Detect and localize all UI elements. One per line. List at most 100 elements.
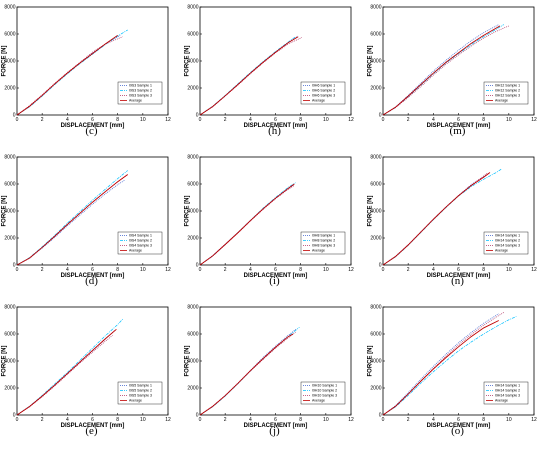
y-tick-label-m-0: 0 (379, 113, 382, 119)
x-tick-label-e-6: 12 (165, 417, 171, 423)
legend-box-o (483, 381, 529, 405)
y-tick-label-i-2: 4000 (187, 209, 198, 215)
x-tick-label-c-2: 4 (66, 117, 69, 123)
x-tick-label-h-6: 12 (348, 117, 354, 123)
series-line-d-1 (16, 170, 128, 266)
legend-entry-o-3: Average (495, 399, 508, 403)
legend-entry-j-2: I9H10 Sample 3 (312, 394, 337, 398)
y-tick-label-d-2: 4000 (4, 209, 15, 215)
x-tick-label-m-2: 4 (432, 117, 435, 123)
series-line-o-3 (382, 320, 499, 416)
x-tick-label-d-3: 6 (91, 267, 94, 273)
chart-c-plot: 0 2 4 6 8 10 12 0 2000 4000 6000 8000 DISPLACEMENT [… (2, 5, 171, 129)
legend-box-h (300, 81, 346, 105)
y-tick-label-e-2: 4000 (4, 359, 15, 365)
legend-entry-o-2: I9H14 Sample 3 (495, 394, 520, 398)
y-tick-label-j-0: 0 (196, 413, 199, 419)
y-tick-label-e-0: 0 (13, 413, 16, 419)
x-tick-label-h-4: 8 (299, 117, 302, 123)
y-tick-label-j-3: 6000 (187, 332, 198, 338)
x-tick-label-i-3: 6 (274, 267, 277, 273)
x-tick-label-d-6: 12 (165, 267, 171, 273)
y-axis-title-h: FORCE [N] (185, 46, 191, 77)
x-tick-label-n-3: 6 (457, 267, 460, 273)
y-tick-label-j-1: 2000 (187, 386, 198, 392)
y-tick-label-j-2: 4000 (187, 359, 198, 365)
panel-label-j: (j) (269, 425, 280, 437)
legend-box-m (483, 81, 529, 105)
x-tick-label-i-6: 12 (348, 267, 354, 273)
series-line-n-0 (382, 172, 491, 266)
x-tick-label-n-0: 0 (382, 267, 385, 273)
legend-entry-o-1: I9H14 Sample 2 (495, 389, 520, 393)
y-tick-label-i-1: 2000 (187, 236, 198, 242)
y-tick-label-n-3: 6000 (370, 182, 381, 188)
y-axis-title-d: FORCE [N] (2, 196, 8, 227)
x-tick-label-h-3: 6 (274, 117, 277, 123)
y-tick-label-o-2: 4000 (370, 359, 381, 365)
x-tick-label-n-4: 8 (482, 267, 485, 273)
x-tick-label-d-0: 0 (16, 267, 19, 273)
x-tick-label-j-5: 10 (323, 417, 329, 423)
y-tick-label-o-1: 2000 (370, 386, 381, 392)
x-tick-label-m-4: 8 (482, 117, 485, 123)
legend-entry-o-0: I9H14 Sample 1 (495, 384, 520, 388)
chart-o-plot: 0 2 4 6 8 10 12 0 2000 4000 6000 8000 DISPLACEMENT [… (368, 305, 537, 429)
x-tick-label-o-4: 8 (482, 417, 485, 423)
y-tick-label-h-4: 8000 (187, 5, 198, 11)
x-tick-label-o-1: 2 (407, 417, 410, 423)
series-line-h-3 (199, 36, 299, 116)
y-tick-label-c-3: 6000 (4, 32, 15, 38)
chart-e-plot: 0 2 4 6 8 10 12 0 2000 4000 6000 8000 DISPLACEMENT [… (2, 305, 171, 429)
series-line-o-1 (382, 316, 517, 416)
x-tick-label-h-5: 10 (323, 117, 329, 123)
x-tick-label-j-0: 0 (199, 417, 202, 423)
legend-entry-h-2: I9H6 Sample 3 (312, 94, 335, 98)
y-tick-label-o-0: 0 (379, 413, 382, 419)
legend-entry-j-0: I9H10 Sample 1 (312, 384, 337, 388)
y-tick-label-e-3: 6000 (4, 332, 15, 338)
y-tick-label-i-0: 0 (196, 263, 199, 269)
legend-entry-j-1: I9H10 Sample 2 (312, 389, 337, 393)
series-line-n-1 (382, 168, 502, 266)
y-tick-label-e-1: 2000 (4, 386, 15, 392)
series-line-m-3 (382, 25, 501, 116)
y-tick-label-i-3: 6000 (187, 182, 198, 188)
chart-panel-n: 0 2 4 6 8 10 12 0 2000 4000 6000 8000 DISPLACEMENT [… (366, 150, 549, 300)
x-tick-label-m-0: 0 (382, 117, 385, 123)
series-line-h-0 (199, 35, 299, 116)
y-tick-label-d-3: 6000 (4, 182, 15, 188)
legend-entry-i-3: Average (312, 249, 325, 253)
y-tick-label-c-4: 8000 (4, 5, 15, 11)
legend-entry-h-3: Average (312, 99, 325, 103)
legend-entry-c-1: I9S3 Sample 2 (129, 89, 152, 93)
legend-entry-i-2: I9H8 Sample 3 (312, 244, 335, 248)
x-tick-label-o-5: 10 (506, 417, 512, 423)
y-axis-title-i: FORCE [N] (185, 196, 191, 227)
x-tick-label-j-3: 6 (274, 417, 277, 423)
panel-label-n: (n) (451, 275, 464, 287)
series-line-d-0 (16, 179, 126, 266)
y-tick-label-e-4: 8000 (4, 305, 15, 311)
legend-entry-d-2: I9S4 Sample 3 (129, 244, 152, 248)
y-axis-title-n: FORCE [N] (368, 196, 374, 227)
x-tick-label-c-6: 12 (165, 117, 171, 123)
x-tick-label-o-0: 0 (382, 417, 385, 423)
x-axis-title-e: DISPLACEMENT [mm] (61, 423, 125, 429)
x-axis-title-o: DISPLACEMENT [mm] (427, 423, 491, 429)
x-tick-label-c-3: 6 (91, 117, 94, 123)
legend-box-d (117, 231, 163, 255)
x-axis-title-h: DISPLACEMENT [mm] (244, 123, 308, 129)
x-tick-label-i-2: 4 (249, 267, 252, 273)
legend-entry-e-3: Average (129, 399, 142, 403)
y-tick-label-h-1: 2000 (187, 86, 198, 92)
y-tick-label-h-0: 0 (196, 113, 199, 119)
y-tick-label-n-2: 4000 (370, 209, 381, 215)
x-axis-title-n: DISPLACEMENT [mm] (427, 273, 491, 279)
y-tick-label-m-2: 4000 (370, 59, 381, 65)
x-tick-label-n-6: 12 (531, 267, 537, 273)
y-tick-label-m-4: 8000 (370, 5, 381, 11)
chart-panel-i: 0 2 4 6 8 10 12 0 2000 4000 6000 8000 DISPLACEMENT [… (183, 150, 366, 300)
legend-entry-d-0: I9S4 Sample 1 (129, 234, 152, 238)
series-line-d-3 (16, 174, 128, 266)
